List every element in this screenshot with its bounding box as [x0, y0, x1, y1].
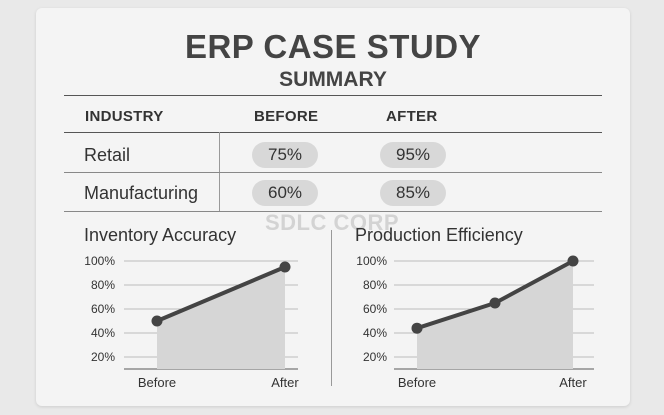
- chart2-ytick-label: 20%: [363, 350, 387, 364]
- header-industry: INDUSTRY: [85, 108, 164, 125]
- chart1-ytick-label: 100%: [84, 254, 115, 268]
- chart1-series-line: [155, 265, 287, 323]
- chart1-point-2: [279, 261, 291, 273]
- chart1-title: Inventory Accuracy: [84, 225, 237, 245]
- chart1-ytick-label: 80%: [91, 278, 115, 292]
- row-manufacturing-before: 60%: [252, 180, 318, 206]
- chart2-ytick-label: 100%: [356, 254, 387, 268]
- row-retail-before: 75%: [252, 142, 318, 168]
- header-before: BEFORE: [254, 108, 319, 125]
- chart2-ytick-label: 80%: [363, 278, 387, 292]
- chart2-point-3: [567, 255, 579, 267]
- chart1-ytick-label: 60%: [91, 302, 115, 316]
- row-retail-after: 95%: [380, 142, 446, 168]
- chart2-xlabel-after: After: [559, 375, 587, 390]
- table-row-rule: [64, 172, 602, 173]
- row-manufacturing-industry: Manufacturing: [84, 183, 199, 203]
- row-retail-industry: Retail: [84, 145, 131, 165]
- chart2-area: [417, 261, 573, 369]
- page-title: ERP CASE STUDY: [184, 28, 482, 65]
- row-manufacturing-after: 85%: [380, 180, 446, 206]
- chart1-area: [157, 267, 285, 369]
- chart1-ytick-label: 20%: [91, 350, 115, 364]
- header-after: AFTER: [386, 108, 438, 125]
- charts-svg: 20% 40% 60% 80% 100% Before After 20% 40% 60% 80% 1…: [84, 254, 594, 390]
- table-top-rule: [64, 95, 602, 96]
- chart2-point-2: [489, 297, 501, 309]
- chart2-title: Production Efficiency: [355, 225, 523, 245]
- page-subtitle: SUMMARY: [279, 68, 387, 91]
- chart2-ytick-label: 40%: [363, 326, 387, 340]
- chart1-xlabel-after: After: [271, 375, 299, 390]
- summary-card: ERP CASE STUDY SUMMARY INDUSTRY BEFORE A…: [36, 8, 630, 406]
- table-bottom-rule: [64, 211, 602, 212]
- chart2-point-1: [411, 322, 423, 334]
- chart-divider: [331, 230, 332, 386]
- chart2-ytick-label: 60%: [363, 302, 387, 316]
- chart1-ytick-label: 40%: [91, 326, 115, 340]
- chart1-point-1: [151, 315, 163, 327]
- chart1-xlabel-before: Before: [138, 375, 176, 390]
- chart2-xlabel-before: Before: [398, 375, 436, 390]
- table-header-rule: [64, 132, 602, 133]
